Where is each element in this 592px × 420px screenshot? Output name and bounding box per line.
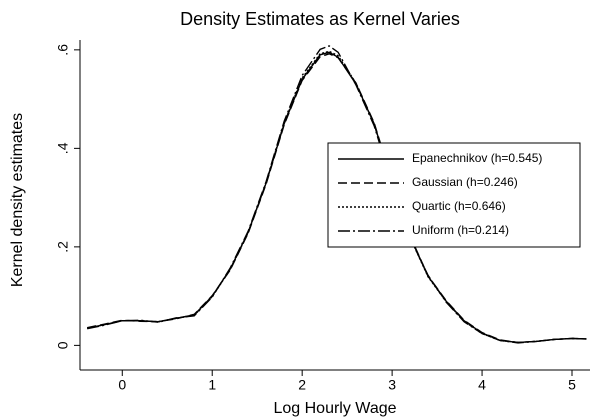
density-line [87,50,587,344]
y-tick-label: 0 [55,341,71,349]
y-tick-label: .6 [55,44,71,56]
x-tick-label: 0 [118,377,126,393]
y-tick-label: .4 [55,142,71,154]
x-tick-label: 3 [388,377,396,393]
legend-label: Uniform (h=0.214) [412,223,509,237]
x-tick-label: 1 [208,377,216,393]
x-tick-label: 2 [298,377,306,393]
legend-label: Epanechnikov (h=0.545) [412,151,542,165]
legend-box [327,142,581,248]
y-tick-label: .2 [55,241,71,253]
legend-label: Gaussian (h=0.246) [412,175,518,189]
x-tick-label: 4 [478,377,486,393]
x-tick-label: 5 [568,377,576,393]
chart-title: Density Estimates as Kernel Varies [180,9,460,29]
legend-label: Quartic (h=0.646) [412,199,506,213]
density-line [87,45,587,344]
x-axis-label: Log Hourly Wage [273,400,396,417]
y-axis-label: Kernel density estimates [9,113,26,287]
